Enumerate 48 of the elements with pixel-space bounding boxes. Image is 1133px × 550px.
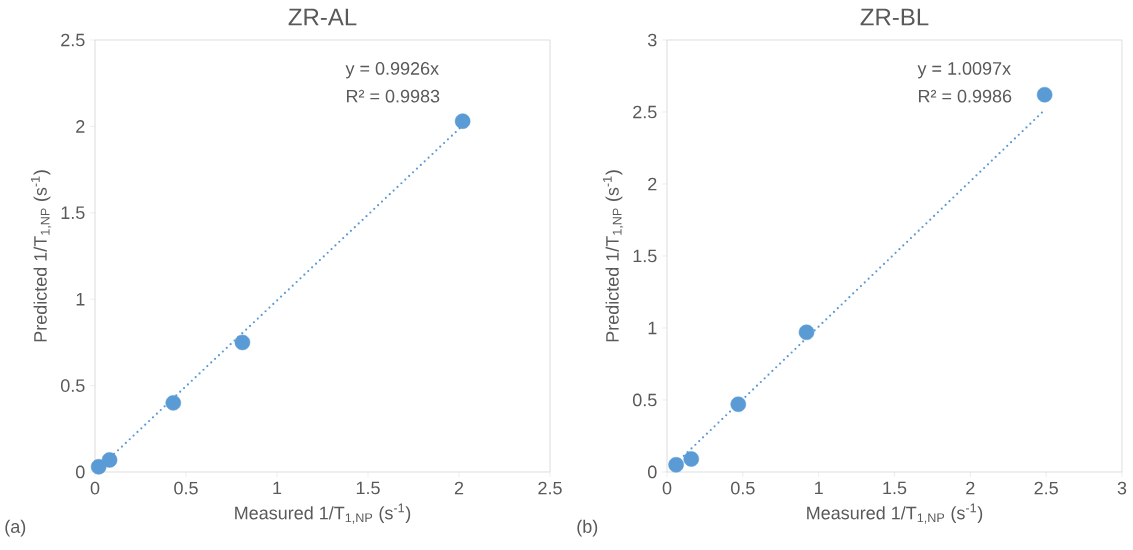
y-tick-label: 0 <box>647 465 657 479</box>
y-axis-title: Predicted 1/T$_{1,NP}$ (s$^{-1}$) <box>30 170 52 342</box>
y-tick-label: 0 <box>76 465 85 479</box>
x-tick-label: 1.5 <box>356 481 380 495</box>
annotation: R² = 0.9983 <box>347 89 440 103</box>
y-tick-label: 1 <box>648 321 657 335</box>
y-tick-label: 0.5 <box>632 393 657 407</box>
y-tick-label: 3 <box>647 33 657 47</box>
point <box>454 113 471 129</box>
x-tick-label: 1.5 <box>883 481 907 495</box>
x-tick-label: 2 <box>966 481 975 495</box>
point <box>1036 86 1053 103</box>
point <box>101 452 118 468</box>
text: (b) <box>577 519 598 537</box>
point <box>165 395 182 411</box>
y-tick-label: 2.5 <box>633 105 657 119</box>
point <box>798 324 815 341</box>
x-tick-label: 3 <box>1117 481 1127 495</box>
y-tick-label: 2 <box>76 120 85 133</box>
x-tick-label: 2.5 <box>538 481 562 495</box>
point <box>683 451 700 467</box>
x-axis-title: Measured 1/T$_{1,NP}$ (s$^{-1}$) <box>235 503 411 524</box>
point <box>668 457 684 473</box>
x-tick-label: 2 <box>454 481 464 495</box>
text: (a) <box>5 519 26 537</box>
y-tick-label: 0.5 <box>60 379 85 392</box>
point <box>90 459 107 475</box>
y-tick-label: 1.5 <box>61 206 85 220</box>
x-tick-label: 0.5 <box>174 481 198 495</box>
chart-title: ZR-BL <box>860 8 929 26</box>
chart-title: ZR-AL <box>288 8 357 26</box>
y-tick-label: 1.5 <box>633 249 657 263</box>
y-tick-label: 2.5 <box>61 33 85 47</box>
x-tick-label: 0.5 <box>731 481 755 495</box>
y-axis-title: Predicted 1/T$_{1,NP}$ (s$^{-1}$) <box>602 170 624 342</box>
x-axis-title: Measured 1/T$_{1,NP}$ (s$^{-1}$) <box>807 503 983 524</box>
x-tick-label: 0 <box>662 481 672 495</box>
x-tick-label: 0 <box>90 481 100 495</box>
y-tick-label: 1 <box>76 293 85 306</box>
annotation: R² = 0.9986 <box>919 89 1012 103</box>
x-tick-label: 1 <box>273 481 282 495</box>
point <box>234 334 251 351</box>
y-tick-label: 2 <box>648 177 657 191</box>
annotation: y = 0.9926x <box>345 62 439 79</box>
x-tick-label: 1 <box>815 481 823 495</box>
x-tick-label: 2.5 <box>1034 481 1058 495</box>
point <box>730 396 747 413</box>
annotation: y = 1.0097x <box>917 62 1011 79</box>
